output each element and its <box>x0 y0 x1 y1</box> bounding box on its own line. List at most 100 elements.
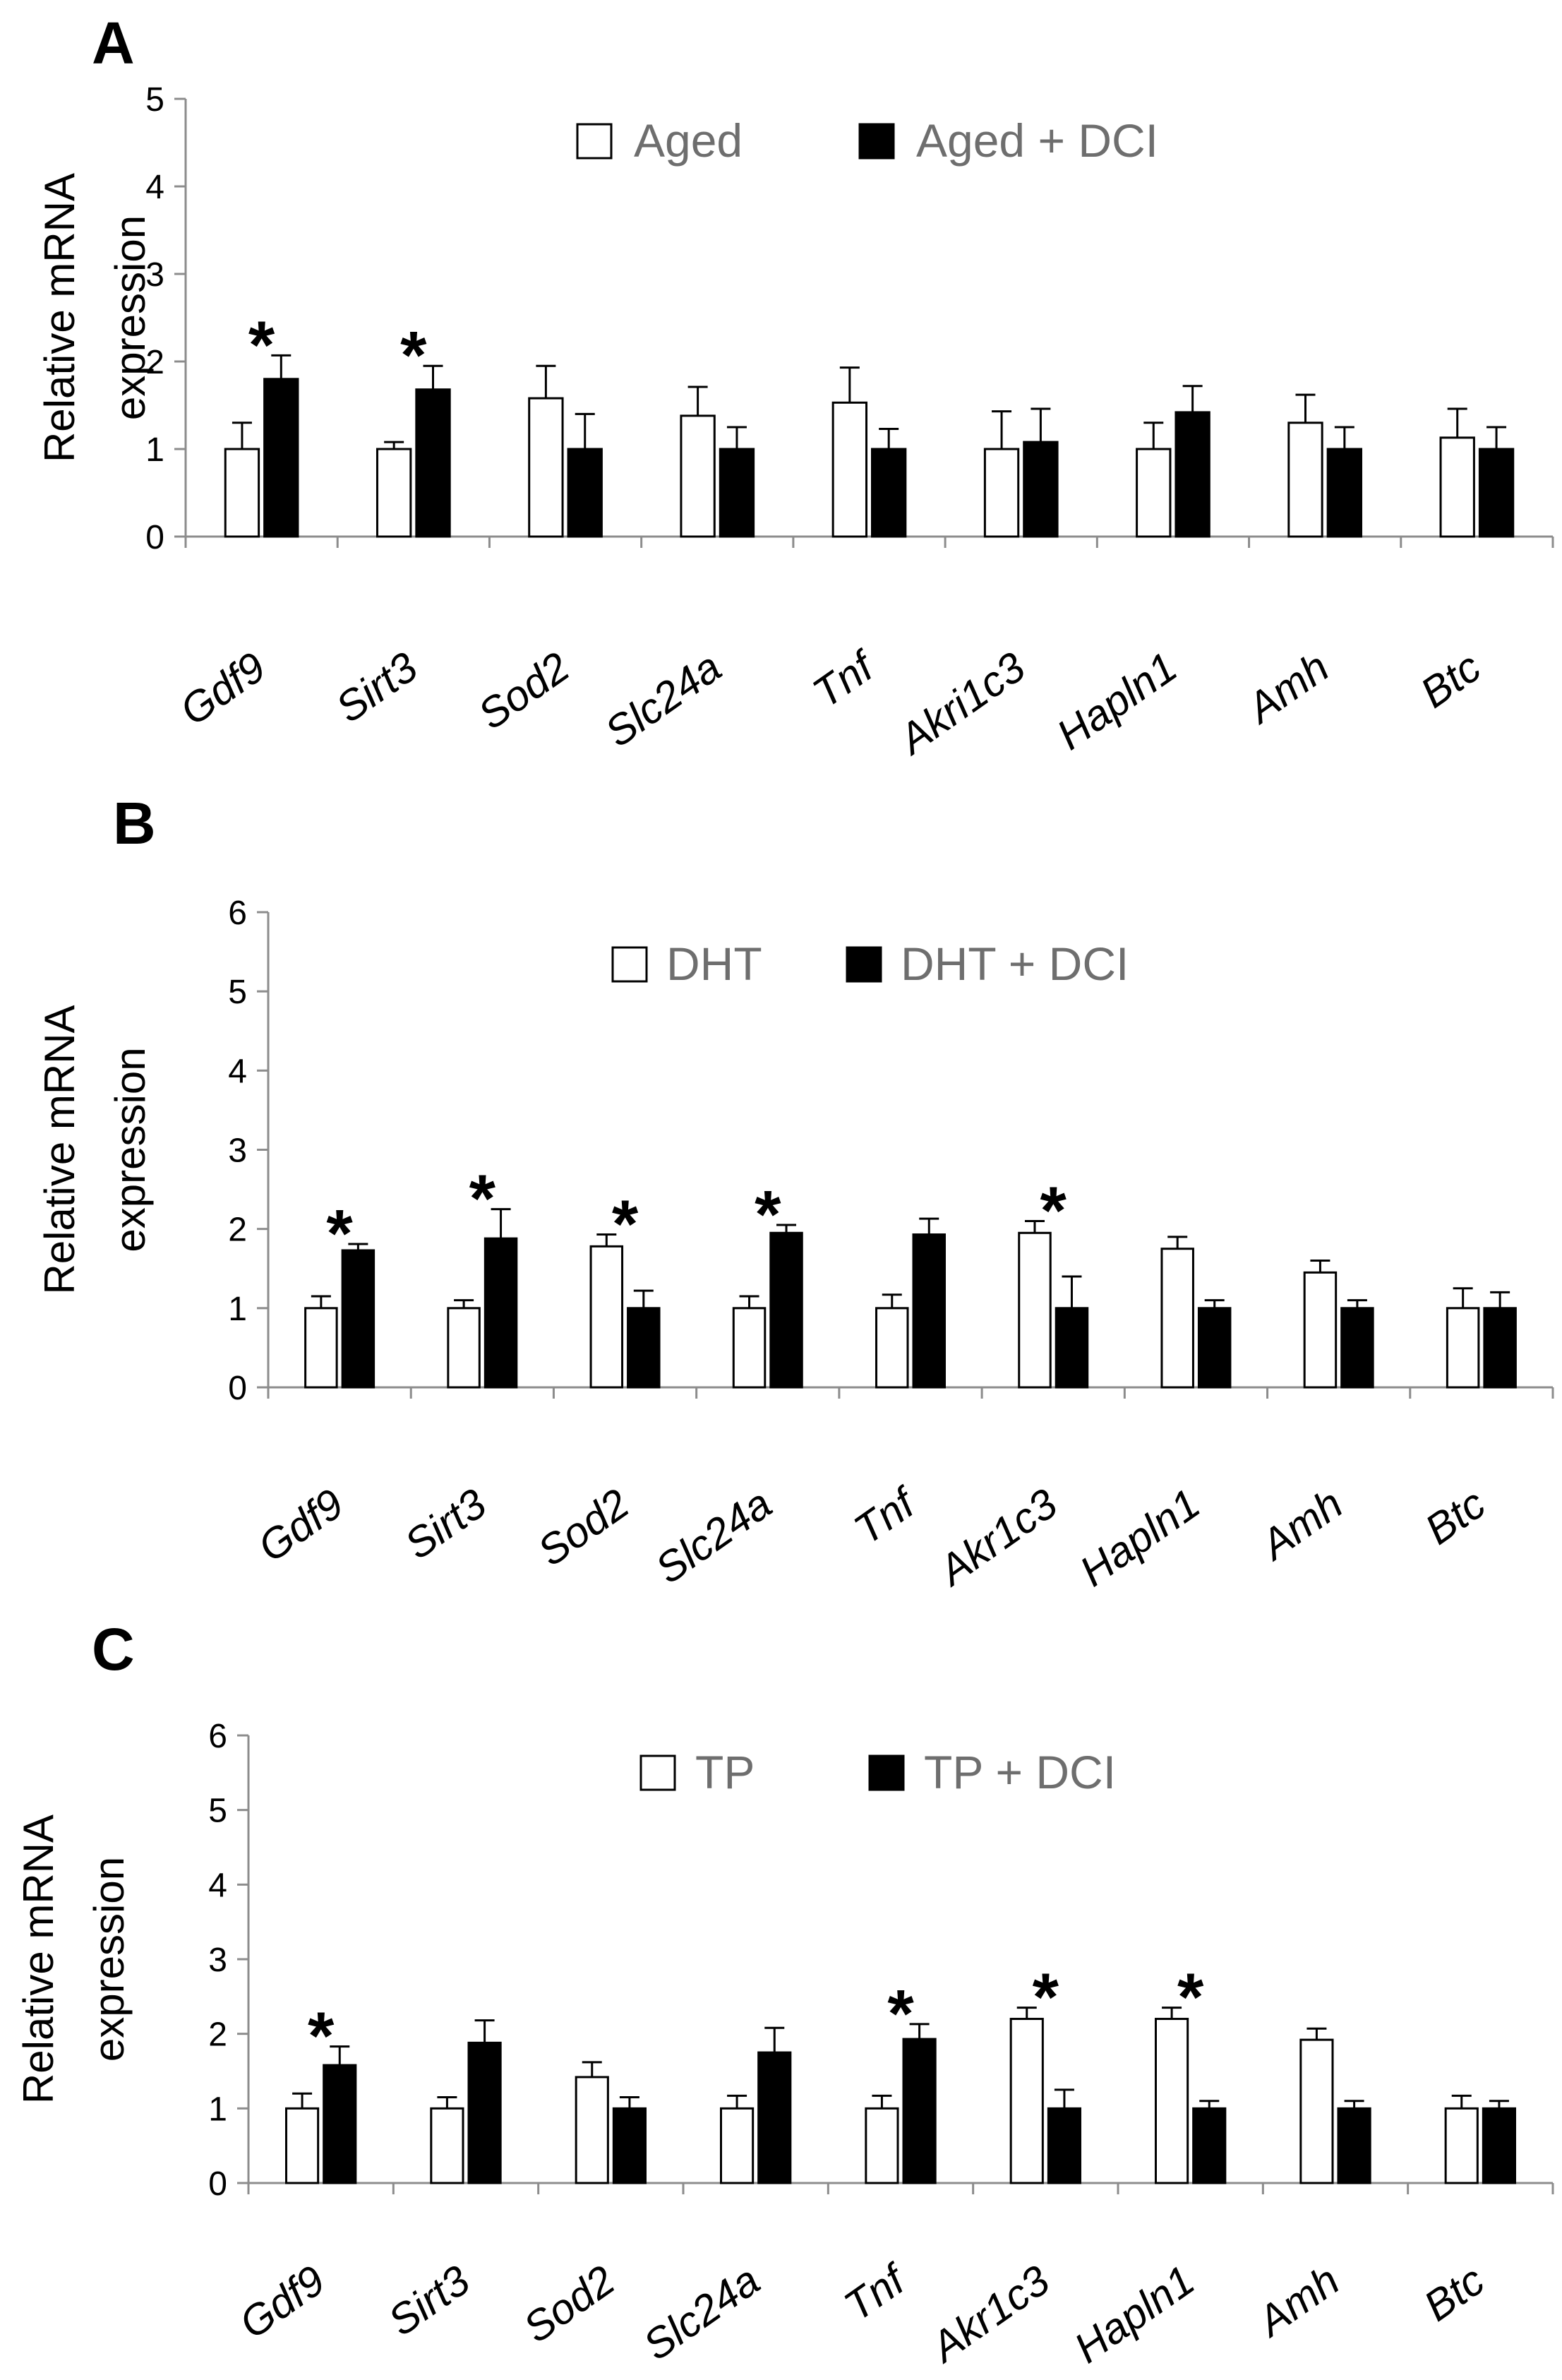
category-label-sod2: Sod2 <box>529 1480 637 1575</box>
y-axis-title-line: expression <box>107 215 154 420</box>
bar-treated-tnf <box>912 1233 946 1389</box>
legend-label-treated: TP + DCI <box>924 1746 1116 1798</box>
category-label-akri1c3: Akri1c3 <box>889 643 1033 764</box>
bar-treated-akr1c3 <box>1055 1307 1089 1389</box>
bar-treated-amh <box>1337 2107 1371 2184</box>
y-tick-label: 1 <box>145 431 164 469</box>
bar-treated-hapln1 <box>1192 2107 1227 2184</box>
bar-control-gdf9 <box>224 448 260 538</box>
y-tick-label: 2 <box>228 1212 247 1249</box>
legend-swatch-treated <box>868 1754 905 1791</box>
significance-star: * <box>400 318 427 393</box>
bar-control-sod2 <box>575 2076 609 2184</box>
bar-treated-btc <box>1483 1307 1517 1389</box>
bar-control-sod2 <box>589 1245 624 1389</box>
bar-control-hapln1 <box>1154 2018 1189 2184</box>
category-label-gdf9: Gdf9 <box>250 1480 352 1571</box>
chart-panel-c: C Relative mRNA expression 0 1 2 3 4 5 6 * Gdf9 Sirt… <box>15 1616 1554 2372</box>
category-label-tnf: Tnf <box>836 2254 916 2331</box>
significance-star: * <box>326 1196 353 1272</box>
y-tick-label: 1 <box>228 1291 247 1328</box>
bar-treated-akri1c3 <box>1023 441 1059 538</box>
category-label-sirt3: Sirt3 <box>396 1480 494 1569</box>
bar-control-tnf <box>831 401 868 538</box>
category-label-akr1c3: Akr1c3 <box>921 2256 1058 2372</box>
bar-treated-tnf <box>902 2038 937 2184</box>
panel-letter: C <box>92 1616 135 1682</box>
y-tick-label: 6 <box>208 1718 227 1755</box>
bar-control-slc24a <box>719 2107 755 2184</box>
category-label-sod2: Sod2 <box>515 2256 623 2352</box>
bar-control-gdf9 <box>284 2107 320 2184</box>
category-label-amh: Amh <box>1248 2256 1348 2346</box>
bar-treated-sod2 <box>567 448 603 538</box>
category-label-gdf9: Gdf9 <box>231 2256 333 2348</box>
bar-treated-sirt3 <box>415 388 451 538</box>
category-label-sod2: Sod2 <box>469 643 577 738</box>
significance-star: * <box>248 307 275 383</box>
bar-control-btc <box>1444 2107 1479 2184</box>
bar-treated-btc <box>1478 448 1515 538</box>
legend-swatch-control <box>639 1754 676 1791</box>
bar-control-amh <box>1299 2038 1334 2184</box>
category-label-gdf9: Gdf9 <box>172 643 274 734</box>
y-tick-label: 4 <box>228 1053 247 1090</box>
bar-control-tnf <box>865 2107 899 2184</box>
y-tick-label: 5 <box>228 974 247 1011</box>
y-tick-label: 6 <box>228 895 247 932</box>
significance-star: * <box>887 1976 914 2052</box>
bar-control-tnf <box>875 1307 909 1389</box>
y-axis-title-line: Relative mRNA <box>15 1814 62 2104</box>
chart-panel-a: A Relative mRNA expression 0 1 2 3 4 5 * Gdf9 * Sirt… <box>36 10 1554 764</box>
significance-star: * <box>1033 1960 1059 2035</box>
category-label-tnf: Tnf <box>805 641 885 717</box>
chart-panel-b: B Relative mRNA expression 0 1 2 3 4 5 6 * Gdf9 * Sir… <box>36 790 1554 1596</box>
bar-control-gdf9 <box>304 1307 338 1389</box>
bar-treated-hapln1 <box>1197 1307 1232 1389</box>
bar-treated-gdf9 <box>263 378 299 538</box>
bar-treated-btc <box>1482 2107 1517 2184</box>
bar-control-sirt3 <box>376 448 412 538</box>
y-tick-label: 2 <box>145 344 164 381</box>
y-axis-title-line: Relative mRNA <box>36 1005 83 1294</box>
legend-label-control: Aged <box>634 114 743 167</box>
category-label-btc: Btc <box>1417 1480 1494 1554</box>
bar-treated-slc24a <box>769 1231 803 1389</box>
category-label-hapln1: Hapln1 <box>1066 2256 1203 2372</box>
y-tick-label: 1 <box>208 2091 227 2128</box>
significance-star: * <box>308 1999 335 2074</box>
y-tick-label: 0 <box>145 519 164 556</box>
bar-treated-gdf9 <box>341 1249 376 1389</box>
y-tick-label: 3 <box>145 256 164 294</box>
significance-star: * <box>612 1187 639 1262</box>
significance-star: * <box>469 1161 496 1237</box>
bar-control-sirt3 <box>447 1307 481 1389</box>
y-tick-label: 0 <box>208 2165 227 2203</box>
y-axis-title-line: expression <box>107 1047 154 1252</box>
bar-treated-amh <box>1326 448 1363 538</box>
significance-star: * <box>755 1177 781 1252</box>
bar-control-sod2 <box>528 397 564 538</box>
bar-control-akri1c3 <box>983 448 1020 538</box>
bar-control-akr1c3 <box>1018 1231 1052 1389</box>
category-label-slc24a: Slc24a <box>596 643 730 756</box>
category-label-slc24a: Slc24a <box>647 1480 781 1593</box>
bar-treated-hapln1 <box>1174 411 1210 538</box>
bar-control-slc24a <box>732 1307 767 1389</box>
y-tick-label: 2 <box>208 2016 227 2054</box>
category-label-hapln1: Hapln1 <box>1048 643 1185 759</box>
y-tick-label: 3 <box>228 1132 247 1170</box>
legend-label-control: TP <box>695 1746 755 1798</box>
category-label-akr1c3: Akr1c3 <box>929 1480 1066 1596</box>
bar-control-slc24a <box>680 414 716 538</box>
bar-control-hapln1 <box>1136 448 1172 538</box>
y-tick-label: 5 <box>208 1793 227 1830</box>
category-label-btc: Btc <box>1415 2256 1492 2331</box>
bar-treated-akr1c3 <box>1047 2107 1082 2184</box>
bar-treated-sirt3 <box>483 1237 518 1389</box>
bar-control-akr1c3 <box>1009 2018 1044 2184</box>
legend-swatch-control <box>611 946 648 983</box>
panel-letter: B <box>113 790 156 856</box>
category-label-sirt3: Sirt3 <box>328 643 426 732</box>
